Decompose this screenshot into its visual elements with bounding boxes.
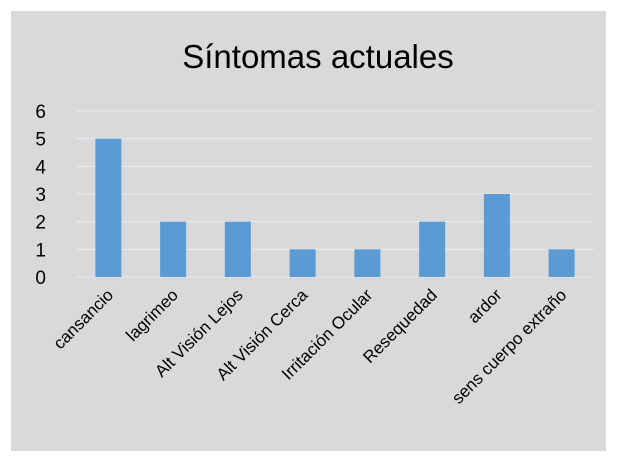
gridlines	[76, 110, 594, 278]
x-category-label: ardor	[464, 285, 506, 327]
y-tick-label: 2	[35, 213, 46, 234]
y-axis-ticks: 0 1 2 3 4 5 6	[35, 102, 46, 289]
bar	[95, 138, 122, 277]
bar	[224, 221, 251, 277]
y-tick-label: 5	[35, 130, 46, 151]
y-tick-label: 3	[35, 185, 46, 206]
x-category-label: sens cuerpo extraño	[448, 285, 570, 407]
bar	[160, 221, 187, 277]
y-tick-label: 0	[35, 268, 46, 289]
y-tick-label: 6	[35, 102, 46, 123]
bars	[95, 138, 575, 277]
bar	[419, 221, 446, 277]
bar	[354, 249, 381, 277]
bar	[483, 194, 510, 277]
bar	[548, 249, 575, 277]
x-category-label: cansancio	[50, 285, 118, 353]
bar	[289, 249, 316, 277]
x-category-label: lagrimeo	[122, 285, 182, 345]
y-tick-label: 4	[35, 157, 46, 178]
y-tick-label: 1	[35, 240, 46, 261]
chart-title: Síntomas actuales	[182, 38, 453, 75]
